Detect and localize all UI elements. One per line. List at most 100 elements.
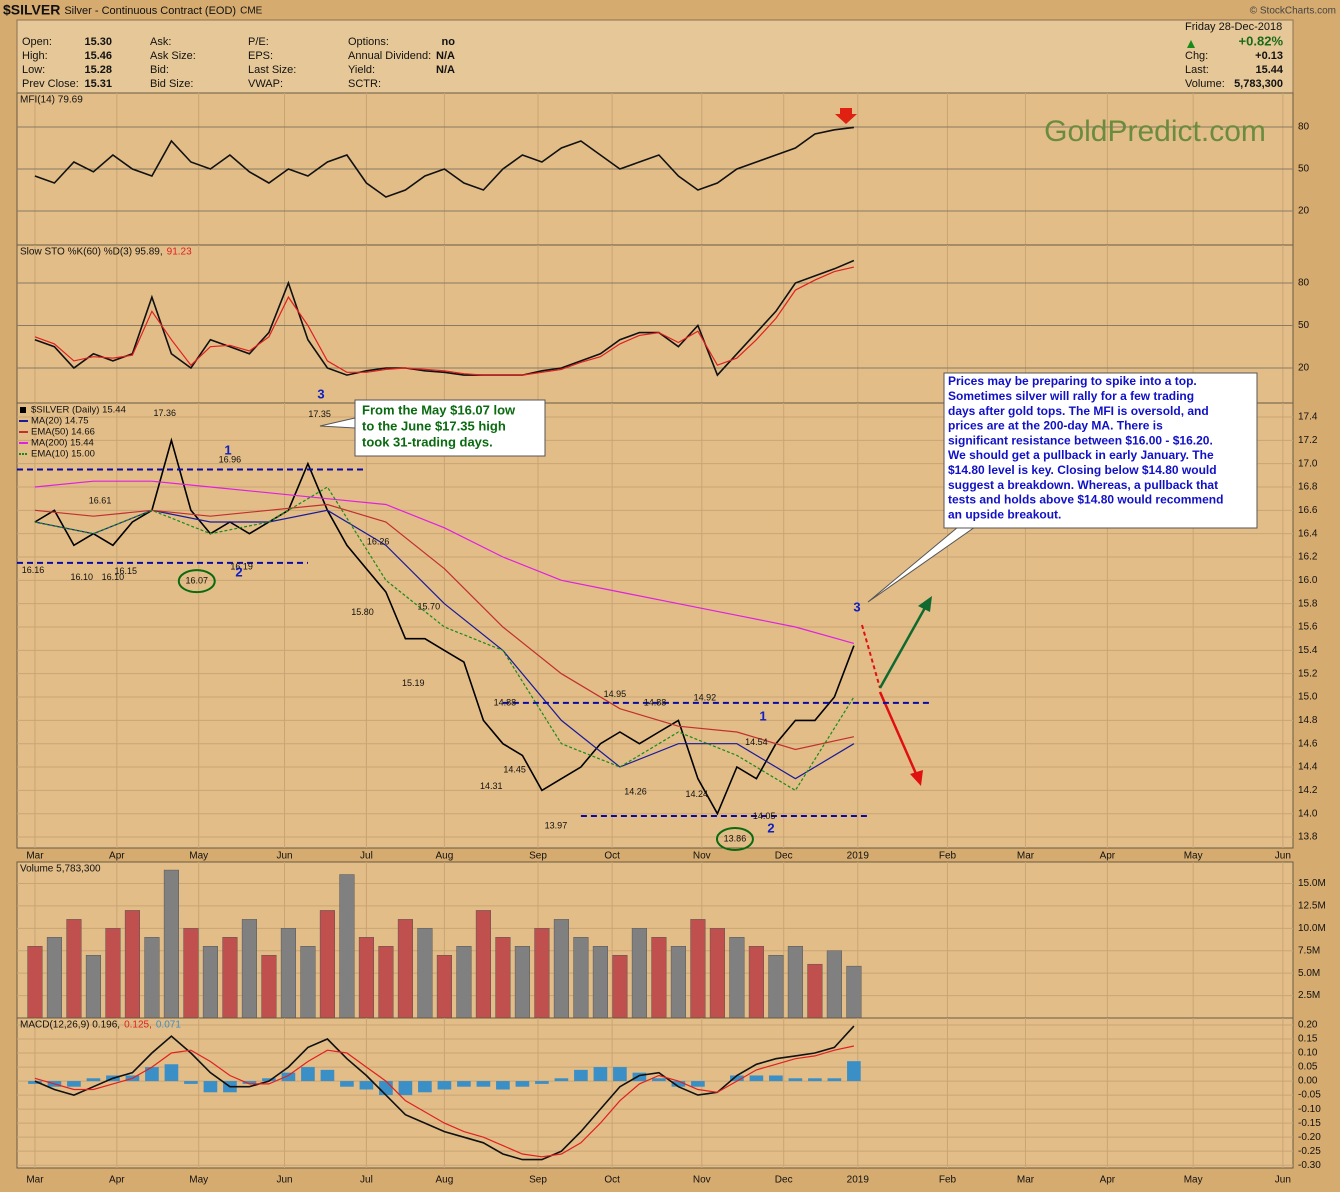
y-tick-label: 16.4 <box>1298 528 1318 539</box>
quote-label: Annual Dividend: <box>348 50 431 62</box>
y-tick-label: 0.10 <box>1298 1048 1318 1059</box>
y-tick-label: 16.0 <box>1298 575 1318 586</box>
volume-bar <box>748 946 764 1019</box>
y-tick-label: -0.30 <box>1298 1160 1321 1171</box>
callout-text: Sometimes silver will rally for a few tr… <box>948 389 1194 403</box>
x-tick-label: May <box>1184 851 1203 862</box>
volume-bar <box>495 937 511 1019</box>
quote-label: Low: <box>22 64 45 76</box>
x-tick-label: Oct <box>604 851 620 862</box>
callout-text: We should get a pullback in early Januar… <box>948 448 1214 462</box>
projection-dashed <box>861 624 881 689</box>
price-label: 13.97 <box>545 821 568 831</box>
x-tick-label: Dec <box>775 1175 793 1186</box>
x-tick-label: Jun <box>1275 1175 1291 1186</box>
x-tick-label: Aug <box>436 851 454 862</box>
quote-label: Bid Size: <box>150 78 193 90</box>
stat-value: +0.13 <box>1255 50 1283 62</box>
volume-bar <box>612 954 628 1019</box>
price-label: 15.80 <box>351 607 374 617</box>
y-tick-label: 0.20 <box>1298 1020 1318 1031</box>
quote-label: VWAP: <box>248 78 283 90</box>
x-tick-label: Mar <box>26 1175 44 1186</box>
histogram-bar <box>379 1081 393 1096</box>
series-line <box>34 266 855 376</box>
volume-bar <box>709 928 725 1019</box>
y-tick-label: 0.00 <box>1298 1076 1318 1087</box>
circle-mark <box>715 827 754 852</box>
quote-value: 15.28 <box>84 64 112 76</box>
volume-bar <box>651 937 667 1019</box>
date: Friday 28-Dec-2018 <box>1185 21 1282 33</box>
legend-label: MA(20) 14.75 <box>31 416 89 427</box>
y-tick-label: 20 <box>1298 206 1310 217</box>
price-label: 16.61 <box>89 496 112 506</box>
histogram-bar <box>398 1081 413 1096</box>
volume-bar <box>300 946 316 1019</box>
volume-bar <box>514 946 530 1019</box>
volume-bar <box>358 937 374 1019</box>
volume-bar <box>846 965 862 1019</box>
x-tick-label: May <box>189 851 208 862</box>
y-tick-label: 16.2 <box>1298 552 1318 563</box>
histogram-bar <box>788 1078 803 1082</box>
quote-label: High: <box>22 50 48 62</box>
circle-mark <box>177 569 216 594</box>
y-tick-label: 14.8 <box>1298 715 1318 726</box>
y-tick-label: 17.4 <box>1298 412 1318 423</box>
histogram-bar <box>145 1067 159 1082</box>
up-icon <box>1187 40 1195 48</box>
x-tick-label: Jul <box>360 851 373 862</box>
histogram-bar <box>203 1081 218 1093</box>
y-tick-label: -0.20 <box>1298 1132 1321 1143</box>
histogram-bar <box>535 1081 549 1084</box>
x-tick-label: Jun <box>1275 851 1291 862</box>
up-arrowhead <box>918 596 932 612</box>
wave-label: 1 <box>759 708 766 723</box>
volume-bar <box>826 950 842 1019</box>
histogram-bar <box>496 1081 510 1090</box>
volume-bar <box>417 928 433 1019</box>
stat-label: Chg: <box>1185 50 1208 62</box>
histogram-bar <box>515 1081 530 1087</box>
series-line <box>34 480 855 644</box>
y-tick-label: -0.10 <box>1298 1104 1321 1115</box>
quote-label: Last Size: <box>248 64 296 76</box>
y-tick-label: 2.5M <box>1298 990 1320 1001</box>
quote-value: 15.46 <box>84 50 112 62</box>
y-tick-label: 15.6 <box>1298 622 1318 633</box>
y-tick-label: 13.8 <box>1298 832 1318 843</box>
volume-bar <box>729 937 745 1019</box>
callout-text: suggest a breakdown. Whereas, a pullback… <box>948 478 1218 492</box>
panel-title: Slow STO %K(60) %D(3) 95.89, <box>20 247 163 258</box>
volume-bar <box>378 946 394 1019</box>
stat-value: 5,783,300 <box>1234 78 1283 90</box>
y-tick-label: 14.6 <box>1298 738 1318 749</box>
price-label: 15.19 <box>402 678 425 688</box>
histogram-bar <box>554 1078 569 1082</box>
price-label: 14.88 <box>494 697 517 707</box>
quote-value: no <box>442 36 456 48</box>
x-tick-label: Apr <box>1100 1175 1116 1186</box>
volume-bar <box>456 946 472 1019</box>
x-tick-label: Mar <box>26 851 44 862</box>
callout-text: prices are at the 200-day MA. There is <box>948 419 1163 433</box>
exchange: CME <box>240 6 263 17</box>
callout-text: days after gold tops. The MFI is oversol… <box>948 404 1209 418</box>
up-arrow <box>878 605 928 689</box>
volume-bar <box>144 937 160 1019</box>
y-tick-label: 7.5M <box>1298 945 1320 956</box>
quote-value: N/A <box>436 50 455 62</box>
y-tick-label: 17.2 <box>1298 435 1318 446</box>
price-label: 14.05 <box>753 811 776 821</box>
series-line <box>34 437 855 816</box>
y-tick-label: 10.0M <box>1298 923 1326 934</box>
wave-label: 2 <box>767 820 774 835</box>
histogram-bar <box>281 1072 296 1082</box>
legend-label: MA(200) 15.44 <box>31 438 94 449</box>
wave-label: 2 <box>235 564 242 579</box>
volume-bar <box>27 946 43 1019</box>
callout-pointer <box>319 417 356 429</box>
panel-title: 0.125, <box>124 1020 152 1031</box>
legend-label: EMA(50) 14.66 <box>31 427 95 438</box>
